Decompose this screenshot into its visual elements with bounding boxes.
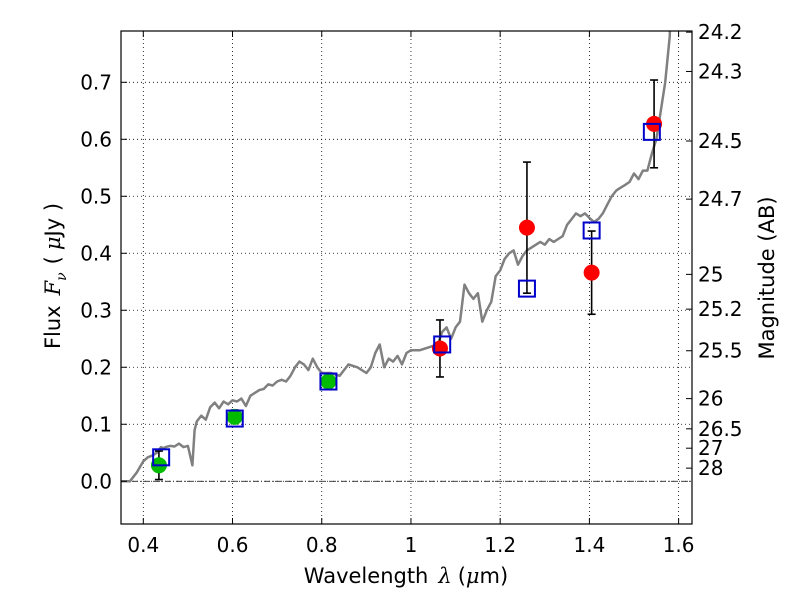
y2-tick-label: 25.2 bbox=[698, 297, 743, 321]
y-tick-label: 0.2 bbox=[80, 355, 112, 379]
y-tick-label: 0.1 bbox=[80, 412, 112, 436]
model-flux-square bbox=[433, 335, 452, 354]
y2-tick-label: 26.5 bbox=[698, 417, 743, 441]
y-tick-label: 0.7 bbox=[80, 70, 112, 94]
x-axis-title: Wavelength λ (μm) bbox=[304, 564, 508, 588]
x-tick-label: 0.8 bbox=[306, 533, 338, 557]
y-tick-label: 0.6 bbox=[80, 127, 112, 151]
y2-tick-label: 26 bbox=[698, 387, 723, 411]
model-spectrum-line bbox=[121, 31, 672, 483]
y-tick-label: 0.4 bbox=[80, 241, 112, 265]
model-flux-square bbox=[582, 221, 601, 240]
y2-tick-label: 24.3 bbox=[698, 59, 743, 83]
y2-tick-label: 24.5 bbox=[698, 129, 743, 153]
y2-tick-label: 24.7 bbox=[698, 187, 743, 211]
observed_nir-point bbox=[583, 264, 600, 281]
model-flux-square bbox=[517, 279, 536, 298]
y2-tick-label: 25 bbox=[698, 262, 723, 286]
x-tick-label: 1.4 bbox=[573, 533, 605, 557]
x-tick-label: 0.4 bbox=[127, 533, 159, 557]
x-tick-label: 1 bbox=[405, 533, 418, 557]
y-tick-label: 0.5 bbox=[80, 184, 112, 208]
model-flux-square bbox=[225, 409, 244, 428]
y2-axis-title: Magnitude (AB) bbox=[755, 196, 779, 359]
y2-tick-label: 27 bbox=[698, 436, 723, 460]
y2-tick-label: 25.5 bbox=[698, 339, 743, 363]
y-axis-title: FluxFν(μJy ) bbox=[41, 203, 70, 349]
plot-frame bbox=[120, 30, 693, 525]
model-flux-square bbox=[642, 122, 661, 141]
y-tick-labels: 0.0 0.1 0.2 0.3 0.4 0.5 0.6 0.7 bbox=[80, 70, 112, 493]
x-tick-label: 1.6 bbox=[663, 533, 695, 557]
model-spectrum-group bbox=[121, 31, 672, 483]
y2-tick-label: 28 bbox=[698, 456, 723, 480]
data-points bbox=[150, 115, 663, 474]
x-tick-label: 0.6 bbox=[217, 533, 249, 557]
tick-marks bbox=[121, 31, 692, 524]
observed_optical-point bbox=[226, 408, 243, 425]
y2-tick-label: 24.2 bbox=[698, 20, 743, 44]
x-tick-labels: 0.4 0.6 0.8 1 1.2 1.4 1.6 bbox=[127, 533, 694, 557]
y-tick-label: 0.3 bbox=[80, 298, 112, 322]
model-flux-square bbox=[152, 448, 171, 467]
grid bbox=[121, 31, 692, 524]
observed_optical-point bbox=[320, 373, 337, 390]
model-flux-square bbox=[319, 372, 338, 391]
y-tick-label: 0.0 bbox=[80, 469, 112, 493]
x-tick-label: 1.2 bbox=[484, 533, 516, 557]
model-flux-markers bbox=[152, 122, 661, 467]
observed_nir-point bbox=[518, 219, 535, 236]
